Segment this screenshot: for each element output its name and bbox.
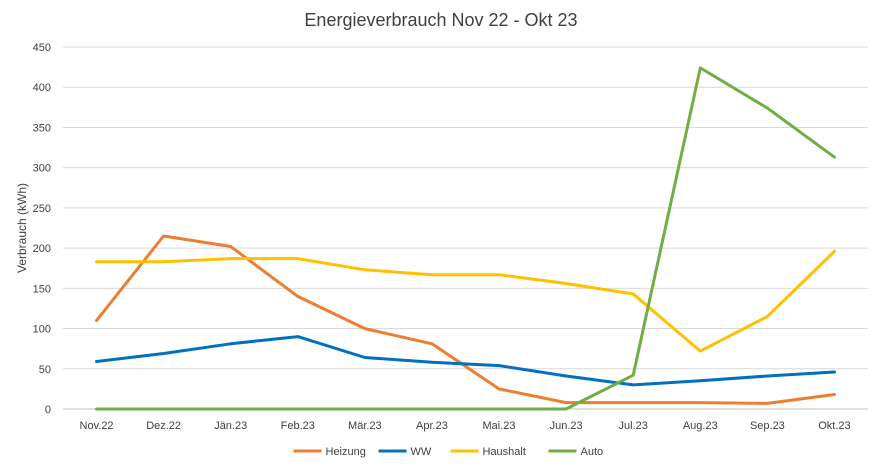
y-tick-label: 400 xyxy=(33,82,51,94)
x-tick-label: Apr.23 xyxy=(416,420,448,432)
chart-title: Energieverbrauch Nov 22 - Okt 23 xyxy=(304,10,577,30)
legend-label-ww: WW xyxy=(411,446,432,458)
x-tick-label: Dez.22 xyxy=(146,420,181,432)
y-tick-label: 250 xyxy=(33,203,51,215)
x-tick-label: Mai.23 xyxy=(483,420,516,432)
x-tick-label: Nov.22 xyxy=(80,420,114,432)
x-tick-label: Aug.23 xyxy=(683,420,718,432)
y-tick-label: 450 xyxy=(33,42,51,54)
y-axis-ticks: 0 50 100 150 200 250 300 350 400 450 xyxy=(33,42,51,416)
x-axis-ticks: Nov.22 Dez.22 Jän.23 Feb.23 Mär.23 Apr.23 Mai.… xyxy=(80,420,851,432)
legend-label-auto: Auto xyxy=(581,446,604,458)
legend-label-heizung: Heizung xyxy=(326,446,366,458)
series-line-auto xyxy=(95,66,836,411)
y-tick-label: 0 xyxy=(45,404,51,416)
y-tick-label: 350 xyxy=(33,122,51,134)
y-axis-label: Verbrauch (kWh) xyxy=(15,183,29,273)
series-line-heizung xyxy=(95,234,836,405)
series-lines xyxy=(95,66,836,411)
y-tick-label: 300 xyxy=(33,163,51,175)
x-tick-label: Sep.23 xyxy=(750,420,785,432)
series-line-ww xyxy=(95,335,836,387)
x-tick-label: Jän.23 xyxy=(214,420,247,432)
x-tick-label: Feb.23 xyxy=(281,420,315,432)
x-tick-label: Jul.23 xyxy=(619,420,648,432)
y-tick-label: 50 xyxy=(39,364,51,376)
legend: Heizung WW Haushalt Auto xyxy=(293,446,604,458)
y-tick-label: 200 xyxy=(33,243,51,255)
y-tick-label: 100 xyxy=(33,324,51,336)
y-tick-label: 150 xyxy=(33,283,51,295)
x-tick-label: Jun.23 xyxy=(550,420,583,432)
legend-label-haushalt: Haushalt xyxy=(483,446,526,458)
gridlines xyxy=(63,46,868,370)
series-line-haushalt xyxy=(95,249,836,353)
x-tick-label: Mär.23 xyxy=(348,420,382,432)
x-tick-label: Okt.23 xyxy=(818,420,850,432)
